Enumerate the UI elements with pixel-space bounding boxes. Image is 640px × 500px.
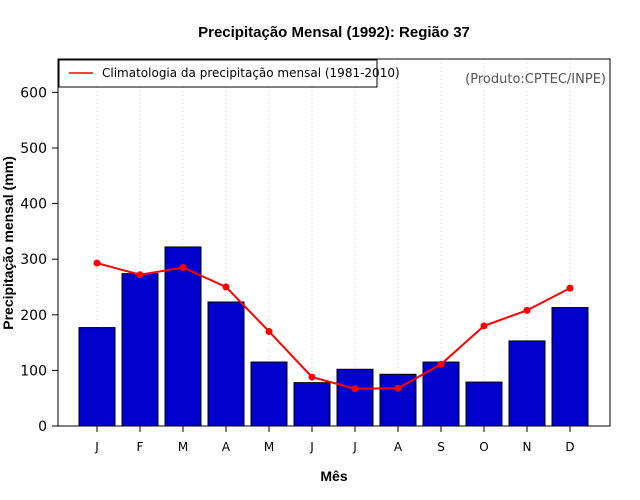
y-tick-label: 500 <box>20 141 47 157</box>
x-tick-label: J <box>309 440 314 454</box>
x-tick-label: D <box>565 440 574 454</box>
x-tick-label: J <box>352 440 357 454</box>
y-axis: 0 100 200 300 400 500 600 <box>20 85 58 435</box>
climatology-line <box>96 262 571 390</box>
x-tick-label: M <box>264 440 274 454</box>
y-tick-label: 100 <box>20 363 47 379</box>
climatology-point-4 <box>265 327 273 335</box>
climatology-point-9 <box>480 322 488 330</box>
x-tick-label: O <box>479 440 488 454</box>
x-tick-label: A <box>222 440 231 454</box>
bar-3 <box>207 301 245 427</box>
plot-frame <box>57 58 611 427</box>
bar-4 <box>250 361 288 427</box>
climatology-point-10 <box>523 306 531 314</box>
bar-10 <box>508 340 546 427</box>
bar-7 <box>379 373 417 427</box>
climatology-point-11 <box>566 284 574 292</box>
legend: Climatologia da precipitação mensal (198… <box>58 59 400 88</box>
climatology-point-2 <box>179 264 187 272</box>
y-tick-label: 400 <box>20 197 47 213</box>
bar-2 <box>164 246 202 427</box>
bar-9 <box>465 381 503 427</box>
y-tick-label: 600 <box>20 85 47 101</box>
climatology-point-3 <box>222 283 230 291</box>
x-tick-label: J <box>94 440 99 454</box>
y-tick-label: 200 <box>20 308 47 324</box>
x-tick-label: N <box>523 440 532 454</box>
bar-0 <box>78 327 116 427</box>
legend-label: Climatologia da precipitação mensal (198… <box>102 66 400 80</box>
bar-11 <box>551 307 589 427</box>
bar-1 <box>121 273 159 427</box>
x-tick-label: M <box>178 440 188 454</box>
climatology-point-7 <box>394 384 402 392</box>
source-annotation: (Produto:CPTEC/INPE) <box>465 72 606 87</box>
y-tick-label: 300 <box>20 252 47 268</box>
y-tick-label: 0 <box>38 419 47 435</box>
y-axis-label: Precipitação mensal (mm) <box>0 156 16 330</box>
climatology-line-series <box>93 259 574 393</box>
climatology-point-5 <box>308 373 316 381</box>
x-tick-label: F <box>137 440 144 454</box>
bar-5 <box>293 382 331 427</box>
legend-box <box>58 59 378 88</box>
chart-title: Precipitação Mensal (1992): Região 37 <box>198 24 470 41</box>
climatology-point-0 <box>93 259 101 267</box>
climatology-point-8 <box>437 360 445 368</box>
climatology-point-1 <box>136 271 144 279</box>
bar-series <box>78 246 589 427</box>
x-tick-label: A <box>394 440 403 454</box>
bar-6 <box>336 368 374 427</box>
x-tick-label: S <box>437 440 445 454</box>
climatology-point-6 <box>351 385 359 393</box>
x-axis-label: Mês <box>320 468 347 484</box>
